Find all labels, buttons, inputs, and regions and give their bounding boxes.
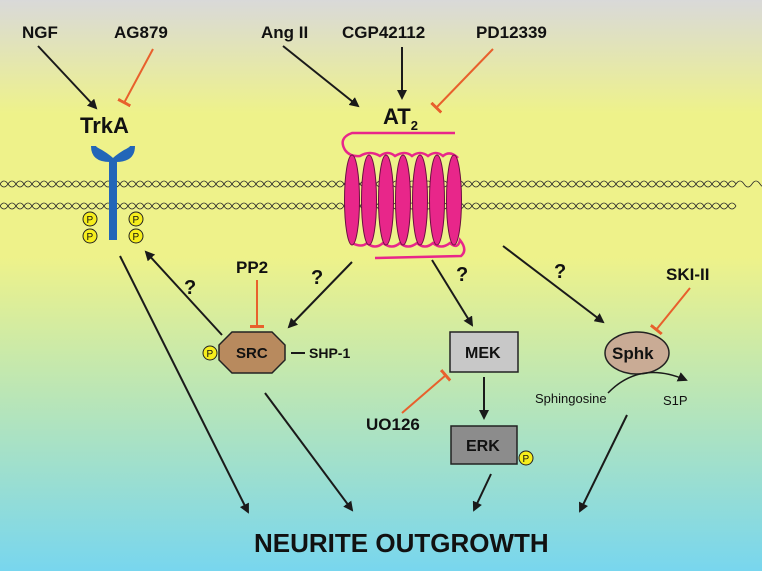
cgp42112-label: CGP42112 bbox=[342, 23, 425, 42]
uo126-label: UO126 bbox=[366, 415, 420, 434]
src-label: SRC bbox=[236, 345, 268, 362]
sphingosine-label: Sphingosine bbox=[535, 391, 607, 406]
ag879-label: AG879 bbox=[114, 23, 168, 42]
ang-ii-label: Ang II bbox=[261, 23, 308, 42]
erk-label: ERK bbox=[466, 438, 500, 455]
ngf-label: NGF bbox=[22, 23, 58, 42]
phospho-label: P bbox=[133, 215, 140, 226]
pd12339-label: PD12339 bbox=[476, 23, 547, 42]
neurite-outgrowth-label: NEURITE OUTGROWTH bbox=[254, 528, 549, 558]
trka-label: TrkA bbox=[80, 113, 129, 138]
s1p-label: S1P bbox=[663, 393, 688, 408]
shp1-label: SHP-1 bbox=[309, 345, 350, 361]
phospho-label: P bbox=[133, 232, 140, 243]
phospho-label: P bbox=[87, 232, 94, 243]
pp2-label: PP2 bbox=[236, 258, 268, 277]
unknown-link-mark: ? bbox=[456, 264, 468, 286]
ski-ii-label: SKI-II bbox=[666, 265, 709, 284]
phospho-label: P bbox=[207, 349, 214, 360]
mek-label: MEK bbox=[465, 345, 501, 362]
unknown-link-mark: ? bbox=[554, 261, 566, 283]
phospho-label: P bbox=[523, 454, 530, 465]
phospho-label: P bbox=[87, 215, 94, 226]
sphk-label: Sphk bbox=[612, 344, 654, 363]
unknown-link-mark: ? bbox=[311, 267, 323, 289]
